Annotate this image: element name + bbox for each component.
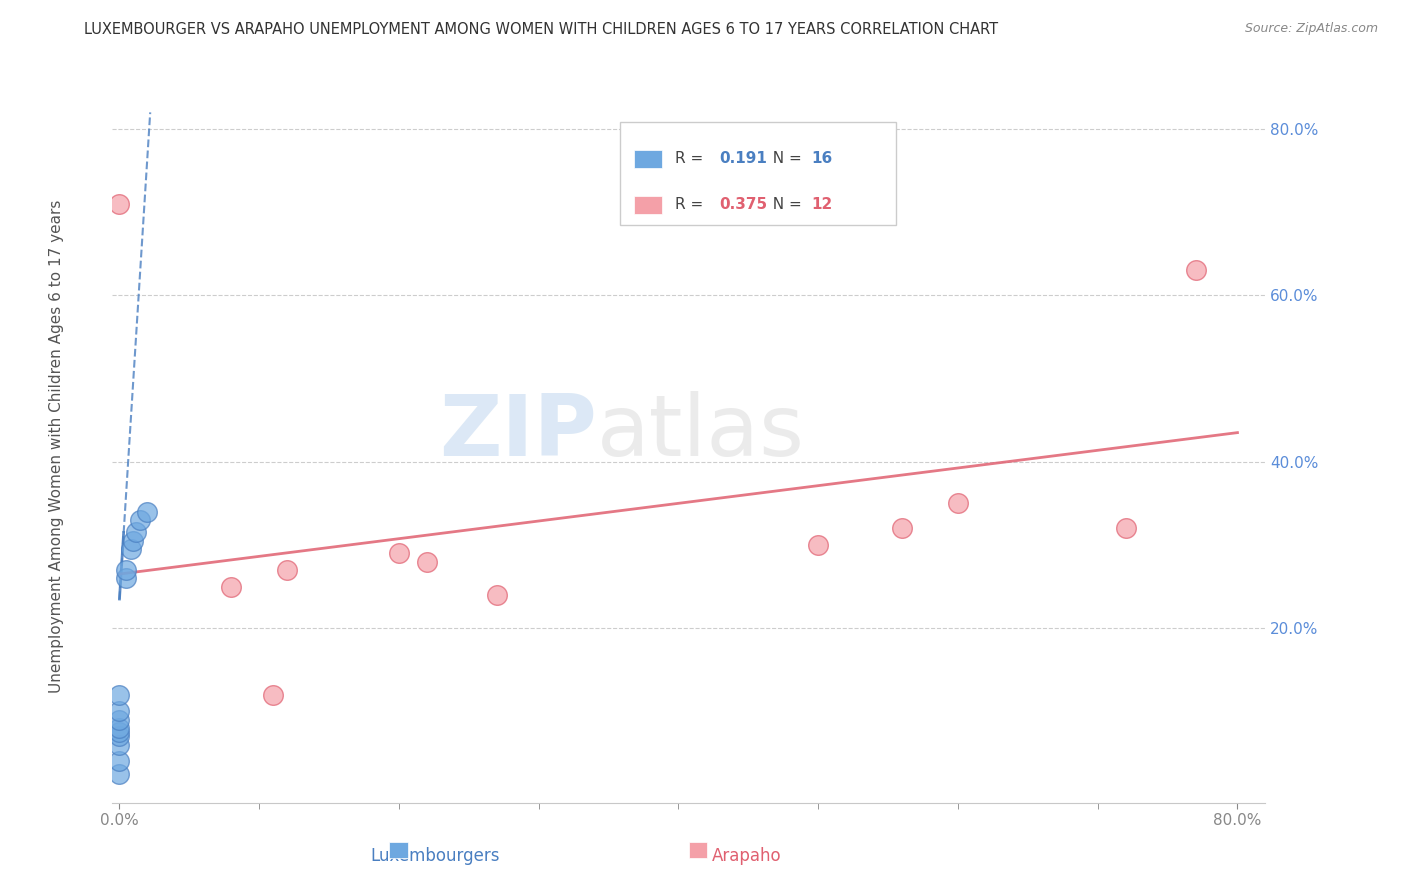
Point bbox=[108, 704, 131, 718]
Text: N =: N = bbox=[762, 152, 807, 166]
Text: 12: 12 bbox=[811, 197, 832, 212]
Point bbox=[219, 580, 242, 594]
Text: Luxembourgers: Luxembourgers bbox=[371, 847, 501, 865]
Text: ZIP: ZIP bbox=[439, 391, 596, 475]
Text: Unemployment Among Women with Children Ages 6 to 17 years: Unemployment Among Women with Children A… bbox=[49, 199, 63, 693]
Point bbox=[108, 688, 131, 702]
Point bbox=[416, 555, 439, 569]
Point bbox=[108, 766, 131, 780]
Bar bbox=[634, 195, 662, 214]
Point bbox=[1115, 521, 1137, 535]
Point bbox=[807, 538, 830, 552]
Point bbox=[108, 729, 131, 743]
Text: 0.375: 0.375 bbox=[718, 197, 768, 212]
Text: LUXEMBOURGER VS ARAPAHO UNEMPLOYMENT AMONG WOMEN WITH CHILDREN AGES 6 TO 17 YEAR: LUXEMBOURGER VS ARAPAHO UNEMPLOYMENT AMO… bbox=[84, 22, 998, 37]
Point bbox=[276, 563, 298, 577]
Point bbox=[108, 738, 131, 752]
Bar bbox=[634, 150, 662, 169]
Point bbox=[262, 688, 284, 702]
Point bbox=[115, 571, 138, 585]
Bar bbox=[389, 842, 408, 858]
Point bbox=[125, 525, 148, 540]
Point bbox=[122, 533, 145, 548]
Bar bbox=[620, 121, 897, 226]
Text: 0.191: 0.191 bbox=[718, 152, 766, 166]
Point bbox=[129, 513, 152, 527]
Text: Arapaho: Arapaho bbox=[711, 847, 782, 865]
Point bbox=[136, 505, 159, 519]
Point bbox=[108, 721, 131, 735]
Point bbox=[108, 713, 131, 727]
Text: R =: R = bbox=[675, 152, 709, 166]
Bar bbox=[689, 842, 707, 858]
Point bbox=[1184, 263, 1206, 277]
Point bbox=[946, 496, 969, 510]
Text: Source: ZipAtlas.com: Source: ZipAtlas.com bbox=[1244, 22, 1378, 36]
Point bbox=[388, 546, 411, 560]
Point bbox=[891, 521, 914, 535]
Text: 16: 16 bbox=[811, 152, 832, 166]
Text: atlas: atlas bbox=[596, 391, 804, 475]
Point bbox=[108, 725, 131, 739]
Point bbox=[115, 563, 138, 577]
Point bbox=[120, 542, 142, 557]
Text: N =: N = bbox=[762, 197, 807, 212]
Point bbox=[108, 754, 131, 768]
Point bbox=[485, 588, 508, 602]
Point bbox=[108, 197, 131, 211]
Text: R =: R = bbox=[675, 197, 709, 212]
